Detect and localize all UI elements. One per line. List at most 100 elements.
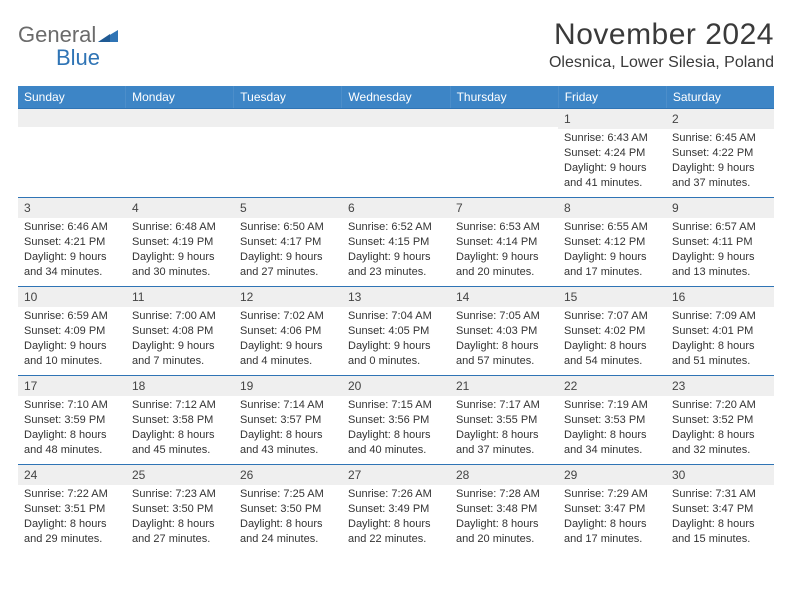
sunrise-line: Sunrise: 7:02 AM [240, 309, 336, 324]
day-number: 19 [234, 376, 342, 396]
sunrise-line: Sunrise: 6:57 AM [672, 220, 768, 235]
day-cell: 27Sunrise: 7:26 AMSunset: 3:49 PMDayligh… [342, 465, 450, 553]
day-cell: 1Sunrise: 6:43 AMSunset: 4:24 PMDaylight… [558, 109, 666, 197]
title-block: November 2024 Olesnica, Lower Silesia, P… [549, 18, 774, 72]
day-number: 21 [450, 376, 558, 396]
day-cell: 21 Sunrise: 7:17 AMSunset: 3:55 PMDayligh… [450, 376, 558, 464]
sunrise-line: Sunrise: 6:55 AM [564, 220, 660, 235]
day-number: 25 [126, 465, 234, 485]
empty-cell [450, 109, 558, 197]
sunrise-line: Sunrise: 6:43 AM [564, 131, 660, 146]
weeks-container: 1Sunrise: 6:43 AMSunset: 4:24 PMDaylight… [18, 108, 774, 553]
day-number: 16 [666, 287, 774, 307]
day-cell: 2Sunrise: 6:45 AMSunset: 4:22 PMDaylight… [666, 109, 774, 197]
dl1-line: Daylight: 9 hours [348, 339, 444, 354]
sunset-line: Sunset: 3:53 PM [564, 413, 660, 428]
dl2-line: and 17 minutes. [564, 532, 660, 547]
day-details: Sunrise: 7:00 AMSunset: 4:08 PMDaylight:… [126, 307, 234, 372]
dl2-line: and 30 minutes. [132, 265, 228, 280]
sunrise-line: Sunrise: 7:19 AM [564, 398, 660, 413]
dl1-line: Daylight: 8 hours [672, 517, 768, 532]
sunrise-line: Sunrise: 7:17 AM [456, 398, 552, 413]
sunset-line: Sunset: 3:58 PM [132, 413, 228, 428]
dl2-line: and 29 minutes. [24, 532, 120, 547]
day-number [234, 109, 342, 127]
day-cell: 17Sunrise: 7:10 AMSunset: 3:59 PMDayligh… [18, 376, 126, 464]
day-details: Sunrise: 7:22 AMSunset: 3:51 PMDaylight:… [18, 485, 126, 550]
day-details: Sunrise: 6:43 AMSunset: 4:24 PMDaylight:… [558, 129, 666, 194]
day-details: Sunrise: 7:15 AMSunset: 3:56 PMDaylight:… [342, 396, 450, 461]
sunrise-line: Sunrise: 7:07 AM [564, 309, 660, 324]
dl1-line: Daylight: 9 hours [564, 250, 660, 265]
day-number: 15 [558, 287, 666, 307]
sunset-line: Sunset: 4:05 PM [348, 324, 444, 339]
day-number [342, 109, 450, 127]
day-cell: 18Sunrise: 7:12 AMSunset: 3:58 PMDayligh… [126, 376, 234, 464]
weekday-header: Wednesday [342, 86, 450, 108]
weekday-header-row: Sunday Monday Tuesday Wednesday Thursday… [18, 86, 774, 108]
dl1-line: Daylight: 9 hours [132, 250, 228, 265]
day-details: Sunrise: 7:20 AMSunset: 3:52 PMDaylight:… [666, 396, 774, 461]
day-details: Sunrise: 6:50 AMSunset: 4:17 PMDaylight:… [234, 218, 342, 283]
weekday-header: Tuesday [234, 86, 342, 108]
sunset-line: Sunset: 4:19 PM [132, 235, 228, 250]
day-details [342, 127, 450, 133]
sunrise-line: Sunrise: 6:59 AM [24, 309, 120, 324]
sunset-line: Sunset: 3:55 PM [456, 413, 552, 428]
day-number [126, 109, 234, 127]
dl2-line: and 37 minutes. [456, 443, 552, 458]
day-cell: 20Sunrise: 7:15 AMSunset: 3:56 PMDayligh… [342, 376, 450, 464]
empty-cell [234, 109, 342, 197]
dl1-line: Daylight: 8 hours [240, 517, 336, 532]
day-number: 28 [450, 465, 558, 485]
day-number: 23 [666, 376, 774, 396]
sunrise-line: Sunrise: 7:00 AM [132, 309, 228, 324]
day-number: 26 [234, 465, 342, 485]
dl2-line: and 34 minutes. [564, 443, 660, 458]
day-cell: 28Sunrise: 7:28 AMSunset: 3:48 PMDayligh… [450, 465, 558, 553]
sunset-line: Sunset: 3:56 PM [348, 413, 444, 428]
day-cell: 19Sunrise: 7:14 AMSunset: 3:57 PMDayligh… [234, 376, 342, 464]
day-cell: 24Sunrise: 7:22 AMSunset: 3:51 PMDayligh… [18, 465, 126, 553]
day-details: Sunrise: 6:53 AMSunset: 4:14 PMDaylight:… [450, 218, 558, 283]
dl1-line: Daylight: 8 hours [672, 339, 768, 354]
day-number: 4 [126, 198, 234, 218]
day-cell: 13Sunrise: 7:04 AMSunset: 4:05 PMDayligh… [342, 287, 450, 375]
sunrise-line: Sunrise: 7:10 AM [24, 398, 120, 413]
dl2-line: and 23 minutes. [348, 265, 444, 280]
sunset-line: Sunset: 3:51 PM [24, 502, 120, 517]
sunrise-line: Sunrise: 7:14 AM [240, 398, 336, 413]
sunrise-line: Sunrise: 6:48 AM [132, 220, 228, 235]
sunset-line: Sunset: 3:49 PM [348, 502, 444, 517]
day-number: 22 [558, 376, 666, 396]
week-row: 3Sunrise: 6:46 AMSunset: 4:21 PMDaylight… [18, 197, 774, 286]
day-cell: 22Sunrise: 7:19 AMSunset: 3:53 PMDayligh… [558, 376, 666, 464]
dl1-line: Daylight: 9 hours [240, 339, 336, 354]
day-cell: 3Sunrise: 6:46 AMSunset: 4:21 PMDaylight… [18, 198, 126, 286]
empty-cell [342, 109, 450, 197]
day-cell: 14Sunrise: 7:05 AMSunset: 4:03 PMDayligh… [450, 287, 558, 375]
logo: General Blue [18, 18, 118, 70]
day-cell: 8Sunrise: 6:55 AMSunset: 4:12 PMDaylight… [558, 198, 666, 286]
dl1-line: Daylight: 8 hours [456, 428, 552, 443]
dl2-line: and 20 minutes. [456, 532, 552, 547]
day-details: Sunrise: 7:12 AMSunset: 3:58 PMDaylight:… [126, 396, 234, 461]
dl2-line: and 7 minutes. [132, 354, 228, 369]
day-cell: 29Sunrise: 7:29 AMSunset: 3:47 PMDayligh… [558, 465, 666, 553]
day-number: 8 [558, 198, 666, 218]
day-details [126, 127, 234, 133]
day-details: Sunrise: 7:09 AMSunset: 4:01 PMDaylight:… [666, 307, 774, 372]
day-details: Sunrise: 7:31 AMSunset: 3:47 PMDaylight:… [666, 485, 774, 550]
dl2-line: and 24 minutes. [240, 532, 336, 547]
logo-word-2: Blue [18, 45, 100, 70]
day-details: Sunrise: 7:10 AMSunset: 3:59 PMDaylight:… [18, 396, 126, 461]
day-cell: 26Sunrise: 7:25 AMSunset: 3:50 PMDayligh… [234, 465, 342, 553]
dl1-line: Daylight: 8 hours [456, 339, 552, 354]
sunset-line: Sunset: 3:50 PM [132, 502, 228, 517]
dl2-line: and 27 minutes. [240, 265, 336, 280]
sunrise-line: Sunrise: 7:22 AM [24, 487, 120, 502]
day-number: 5 [234, 198, 342, 218]
week-row: 1Sunrise: 6:43 AMSunset: 4:24 PMDaylight… [18, 108, 774, 197]
day-details: Sunrise: 7:04 AMSunset: 4:05 PMDaylight:… [342, 307, 450, 372]
dl2-line: and 10 minutes. [24, 354, 120, 369]
